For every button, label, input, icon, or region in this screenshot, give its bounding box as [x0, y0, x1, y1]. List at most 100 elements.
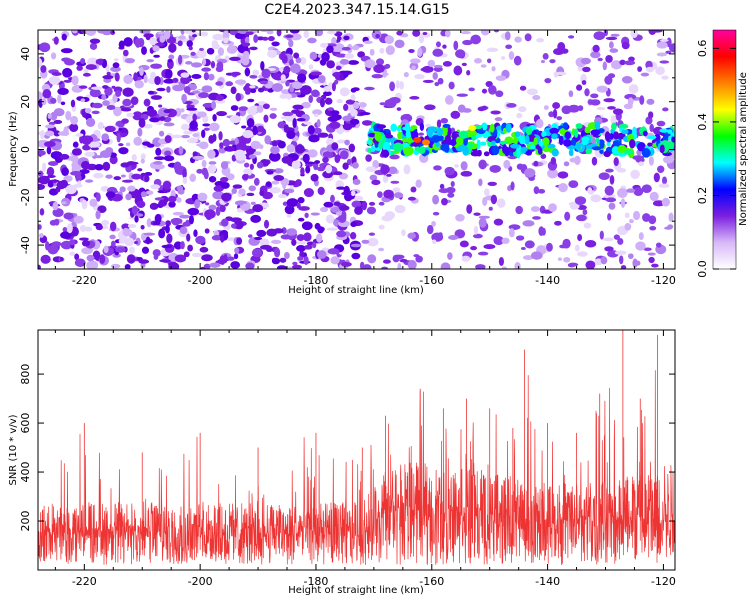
heatmap-speckle — [253, 34, 259, 43]
heatmap-speckle — [409, 58, 421, 64]
heatmap-speckle — [303, 188, 314, 198]
heatmap-speckle — [574, 244, 580, 252]
heatmap-speckle — [266, 170, 274, 175]
heatmap-speckle — [399, 81, 404, 90]
heatmap-speckle — [480, 64, 487, 68]
heatmap-band-blob — [642, 130, 648, 137]
heatmap-speckle — [244, 82, 252, 93]
heatmap-speckle — [141, 141, 151, 146]
heatmap-speckle — [336, 35, 342, 41]
heatmap-band-blob — [585, 147, 593, 155]
heatmap-band-blob — [414, 145, 420, 152]
heatmap-speckle — [495, 90, 504, 98]
heatmap-speckle — [201, 85, 213, 93]
colorbar-ticks: 0.0 0.2 0.4 0.6 — [696, 40, 736, 278]
heatmap-speckle — [45, 130, 55, 137]
heatmap-speckle — [256, 229, 267, 238]
heatmap-speckle — [115, 89, 122, 97]
heatmap-speckle — [110, 263, 121, 269]
heatmap-speckle — [214, 230, 220, 237]
heatmap-speckle — [63, 212, 74, 220]
heatmap-speckle — [280, 116, 293, 120]
heatmap-band-blob — [573, 128, 579, 138]
heatmap-speckle — [97, 205, 107, 213]
heatmap-speckle — [247, 171, 252, 176]
heatmap-speckle — [102, 74, 114, 80]
heatmap-speckle — [335, 53, 348, 58]
heatmap-hotspot — [413, 136, 422, 143]
heatmap-speckle — [472, 233, 483, 239]
heatmap-band-blob — [541, 131, 547, 138]
heatmap-speckle — [656, 120, 666, 127]
snr-ticks: -220 -200 -180 -160 -140 -120 200 400 600 800 — [19, 330, 676, 588]
heatmap-speckle — [61, 33, 67, 41]
heatmap-speckle — [344, 53, 355, 59]
heatmap-speckle — [359, 102, 367, 108]
heatmap-speckle — [299, 56, 307, 65]
heatmap-speckle — [548, 111, 555, 118]
heatmap-speckle — [44, 124, 55, 129]
heatmap-speckle — [620, 198, 626, 208]
heatmap-speckle — [367, 254, 377, 264]
heatmap-speckle — [432, 211, 440, 216]
heatmap-speckle — [316, 233, 323, 243]
heatmap-speckle — [182, 221, 191, 227]
heatmap-speckle — [193, 229, 198, 238]
heatmap-speckle — [279, 257, 287, 263]
heatmap-speckle — [651, 263, 659, 268]
heatmap-speckle — [207, 164, 217, 174]
heatmap-speckle — [40, 65, 47, 73]
heatmap-speckle — [347, 60, 360, 65]
heatmap-speckle — [352, 162, 359, 169]
heatmap-speckle — [367, 237, 379, 247]
heatmap-speckle — [297, 197, 305, 204]
spectrogram-xtick-label: -200 — [188, 274, 213, 287]
heatmap-speckle — [276, 30, 282, 37]
heatmap-speckle — [473, 225, 479, 235]
heatmap-speckle — [415, 255, 423, 263]
heatmap-speckle — [201, 67, 211, 72]
heatmap-speckle — [213, 185, 224, 192]
heatmap-speckle — [425, 123, 431, 128]
heatmap-band-blob — [495, 125, 503, 131]
heatmap-speckle — [208, 161, 217, 165]
heatmap-speckle — [200, 266, 206, 269]
heatmap-speckle — [226, 45, 238, 54]
heatmap-speckle — [141, 46, 147, 55]
heatmap-speckle — [122, 87, 134, 97]
heatmap-speckle — [290, 63, 301, 74]
heatmap-band-blob — [564, 131, 572, 140]
heatmap-speckle — [212, 133, 217, 142]
heatmap-speckle — [661, 197, 670, 207]
heatmap-band-blob — [442, 123, 451, 128]
heatmap-speckle — [209, 122, 220, 132]
heatmap-hotspot — [421, 139, 430, 146]
heatmap-speckle — [251, 248, 263, 258]
heatmap-speckle — [187, 207, 200, 216]
heatmap-speckle — [38, 224, 42, 230]
heatmap-speckle — [242, 42, 251, 47]
heatmap-band-blob — [516, 149, 521, 159]
heatmap-speckle — [309, 51, 318, 60]
heatmap-speckle — [172, 84, 184, 92]
heatmap-speckle — [490, 194, 498, 205]
heatmap-band-blob — [505, 122, 512, 133]
heatmap-speckle — [399, 258, 408, 263]
heatmap-band-blob — [480, 141, 487, 146]
heatmap-speckle — [363, 40, 373, 45]
heatmap-speckle — [322, 156, 329, 164]
heatmap-speckle — [212, 33, 225, 41]
heatmap-speckle — [522, 255, 534, 261]
heatmap-speckle — [95, 192, 101, 202]
heatmap-speckle — [616, 188, 628, 199]
heatmap-speckle — [243, 162, 250, 168]
heatmap-speckle — [268, 151, 281, 162]
heatmap-speckle — [272, 257, 278, 262]
heatmap-speckle — [291, 160, 301, 170]
heatmap-speckle — [504, 31, 511, 41]
heatmap-speckle — [307, 37, 317, 44]
heatmap-speckle — [57, 94, 62, 104]
heatmap-speckle — [295, 144, 305, 154]
heatmap-speckle — [109, 221, 117, 232]
heatmap-speckle — [85, 179, 94, 183]
